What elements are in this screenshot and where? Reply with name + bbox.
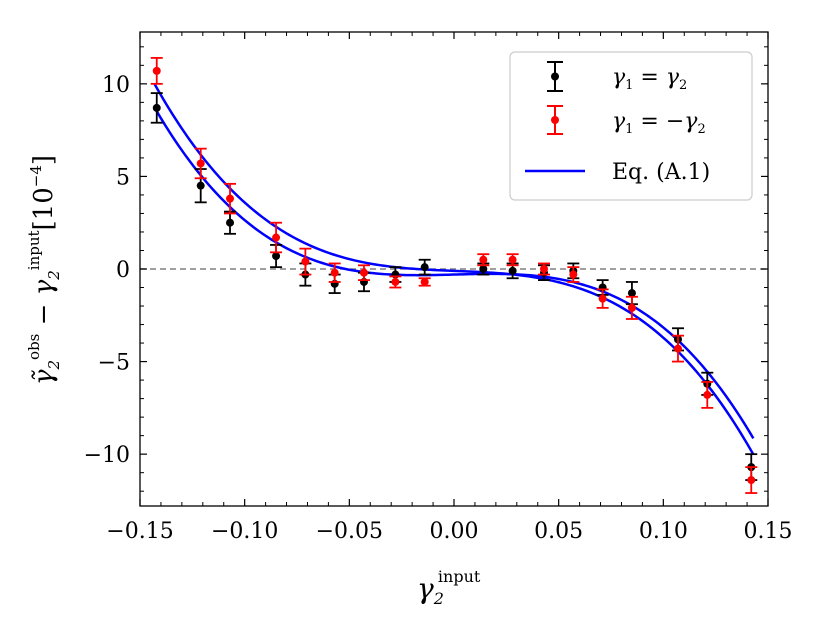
data-points: [150, 57, 758, 494]
data-point: [627, 303, 636, 312]
data-point: [540, 265, 549, 273]
xlabel-main: γ: [417, 572, 434, 605]
data-point: [226, 218, 235, 227]
plot-frame: [139, 31, 769, 507]
ylabel-close: ]: [29, 155, 59, 165]
fit-curve-2: [153, 83, 755, 456]
data-point: [627, 289, 636, 298]
y-tick-label: −5: [98, 351, 130, 376]
x-tick-label: −0.15: [106, 519, 173, 544]
y-axis-label: γ̃2obs − γ2input[10−4]: [25, 155, 63, 385]
legend: γ1 = γ2 γ1 = −γ2 Eq. (A.1): [509, 51, 753, 201]
data-point: [330, 268, 339, 277]
data-point: [703, 390, 712, 399]
fit-curves: [153, 83, 755, 456]
y-tick-label: 10: [102, 73, 130, 98]
data-point: [359, 268, 368, 277]
data-point: [569, 270, 578, 279]
legend-marker-black: [547, 61, 563, 92]
legend-box: [509, 51, 753, 201]
y-tick-label: 5: [116, 165, 130, 190]
data-point: [508, 255, 517, 264]
series-gamma-opposite: [150, 57, 758, 494]
data-point: [673, 344, 682, 353]
ylabel-main: γ̃: [29, 369, 59, 385]
legend-marker-red: [547, 105, 563, 135]
data-point: [226, 194, 235, 203]
ylabel-bracket: [10: [29, 187, 59, 230]
ylabel-minus: − γ: [29, 279, 59, 333]
data-point: [196, 181, 205, 190]
legend-label-eq: Eq. (A.1): [612, 160, 710, 185]
data-point: [508, 266, 517, 275]
xlabel-sub: 2: [433, 589, 444, 608]
xlabel-sup: input: [438, 567, 481, 586]
ylabel-sub2: 2: [45, 270, 63, 281]
x-tick-label: −0.10: [211, 519, 278, 544]
axis-ticks: −0.15 −0.10 −0.05 0.00 0.05 0.10 0.15 −10 −5 0 5 10: [84, 32, 793, 544]
data-point: [479, 255, 488, 264]
x-tick-label: 0.10: [639, 519, 688, 544]
data-point: [598, 294, 607, 303]
ylabel-sub1: 2: [45, 360, 63, 371]
data-point: [479, 265, 488, 273]
ylabel-sup1: obs: [25, 334, 43, 360]
x-tick-label: 0.15: [744, 519, 793, 544]
data-point: [420, 263, 429, 272]
x-axis-label: γ2 input: [417, 567, 481, 608]
ylabel-sup2: input: [25, 230, 43, 270]
legend-label-gamma-opposite: γ1 = −γ2: [612, 109, 706, 137]
data-point: [420, 277, 429, 286]
x-tick-label: 0.00: [430, 519, 479, 544]
legend-label-gamma-equal: γ1 = γ2: [612, 65, 687, 93]
x-tick-label: 0.05: [534, 519, 583, 544]
fit-curve-1: [153, 107, 755, 439]
data-point: [196, 159, 205, 168]
data-point: [272, 233, 281, 242]
data-point: [747, 476, 756, 485]
ylabel-exp: −4: [27, 165, 45, 187]
data-point: [272, 252, 281, 261]
x-tick-label: −0.05: [316, 519, 383, 544]
data-point: [152, 66, 161, 75]
y-tick-label: −10: [84, 443, 130, 468]
data-point: [391, 277, 400, 286]
data-point: [152, 103, 161, 112]
data-point: [301, 257, 310, 266]
y-tick-label: 0: [116, 258, 130, 283]
svg-text:γ̃2obs − γ2input[10−4]: γ̃2obs − γ2input[10−4]: [25, 155, 63, 385]
